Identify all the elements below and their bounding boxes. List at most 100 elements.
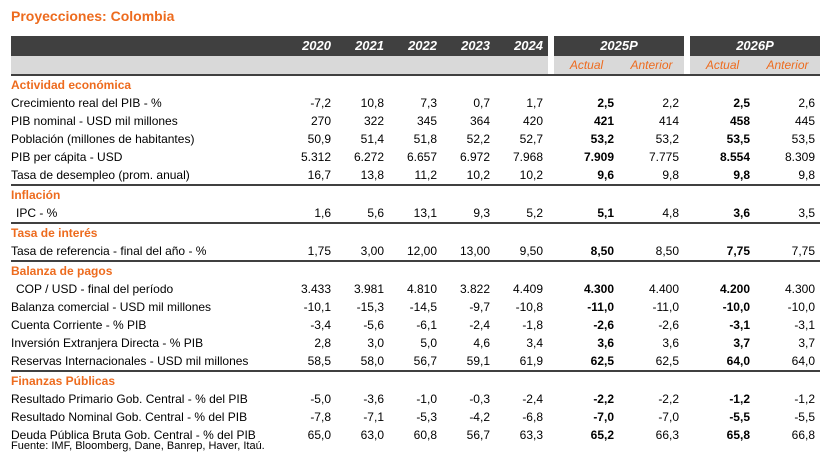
projection-actual-value: -5,5 [729,410,750,424]
projection-actual-value: 53,5 [726,132,750,146]
year-value: 56,7 [466,428,490,442]
row-label: Deuda Pública Bruta Gob. Central - % del… [11,428,256,442]
section-title: Balanza de pagos [11,260,283,280]
header-row: 2020 2021 2022 2023 2024 2025P 2026P [11,36,820,56]
year-header: 2024 [495,36,548,56]
row-label: PIB per cápita - USD [11,150,123,164]
projection-actual-value: 53,2 [590,132,614,146]
year-value: -7,2 [310,96,331,110]
projection-anterior-value: 8.309 [784,150,815,164]
year-value: -5,3 [416,410,437,424]
year-value: 5.312 [300,150,331,164]
projection-anterior-value: 7.775 [648,150,679,164]
projection-anterior-value: -7,0 [658,410,679,424]
projection-actual-value: -1,2 [729,392,750,406]
section-header-row: Finanzas Públicas [11,370,820,390]
year-value: 9,50 [519,244,543,258]
projection-actual-value: -3,1 [729,318,750,332]
year-value: -1,8 [522,318,543,332]
projection-actual-value: -10,0 [722,300,750,314]
row-label: Inversión Extranjera Directa - % PIB [11,336,204,350]
projection-anterior-value: 2,6 [798,96,815,110]
year-value: 9,3 [473,206,490,220]
year-value: -14,5 [409,300,437,314]
projection-anterior-value: 7,75 [791,244,815,258]
row-label: Balanza comercial - USD mil millones [11,300,212,314]
year-value: -4,2 [469,410,490,424]
subheader-anterior: Anterior [619,56,684,75]
year-value: 51,4 [360,132,384,146]
year-value: 7.968 [512,150,543,164]
year-value: -15,3 [356,300,384,314]
table-row: Cuenta Corriente - % PIB -3,4 -5,6 -6,1 -2,4… [11,316,820,334]
year-value: 3.822 [459,282,490,296]
table-row: Resultado Nominal Gob. Central - % del P… [11,408,820,426]
projection-anterior-value: 53,5 [791,132,815,146]
projection-actual-value: 65,2 [590,428,614,442]
projection-header-2025: 2025P [554,36,684,56]
year-header: 2022 [389,36,442,56]
year-value: 59,1 [466,354,490,368]
projection-anterior-value: 66,3 [655,428,679,442]
projection-anterior-value: -11,0 [652,300,679,314]
row-label: IPC - % [16,206,58,220]
projection-anterior-value: 9,8 [662,168,679,182]
year-value: 3.981 [353,282,384,296]
table-row: Balanza comercial - USD mil millones -10,… [11,298,820,316]
year-value: -6,1 [416,318,437,332]
page-title: Proyecciones: Colombia [11,8,175,24]
projection-actual-value: 8.554 [719,150,750,164]
year-value: 10,8 [360,96,384,110]
projection-actual-value: -7,0 [593,410,614,424]
year-value: 6.972 [459,150,490,164]
projection-anterior-value: 445 [794,114,815,128]
projection-anterior-value: 4.300 [784,282,815,296]
table-row: COP / USD - final del período 3.433 3.981 4… [11,280,820,298]
year-value: -0,3 [469,392,490,406]
year-value: 12,00 [406,244,437,258]
column-gap [684,36,690,56]
year-value: 364 [469,114,490,128]
projection-actual-value: 3,7 [733,336,750,350]
projection-anterior-value: -3,1 [794,318,815,332]
year-value: -7,1 [363,410,384,424]
source-note: Fuente: IMF, Bloomberg, Dane, Banrep, Ha… [11,440,265,452]
year-value: 6.657 [406,150,437,164]
year-value: 3,00 [360,244,384,258]
row-label: Tasa de referencia - final del año - % [11,244,207,258]
section-title: Finanzas Públicas [11,370,283,390]
year-value: 65,0 [307,428,331,442]
projection-actual-value: 7.909 [583,150,614,164]
year-value: -3,6 [363,392,384,406]
year-value: -6,8 [522,410,543,424]
year-value: 5,6 [367,206,384,220]
year-value: 6.272 [353,150,384,164]
year-value: 4,6 [473,336,490,350]
projection-actual-value: -2,2 [593,392,614,406]
year-value: 13,00 [459,244,490,258]
table-row: PIB nominal - USD mil millones 270 322 345 3… [11,112,820,130]
projection-anterior-value: -1,2 [794,392,815,406]
year-value: 7,3 [420,96,437,110]
section-title: Inflación [11,184,283,204]
projection-anterior-value: -2,2 [658,392,679,406]
column-gap [548,36,554,56]
projection-actual-value: 3,6 [597,336,614,350]
row-label: Población (millones de habitantes) [11,132,195,146]
projection-anterior-value: -10,0 [787,300,815,314]
year-value: 16,7 [307,168,331,182]
projection-actual-value: 458 [729,114,750,128]
year-value: 3.433 [300,282,331,296]
projection-anterior-value: -2,6 [658,318,679,332]
year-value: 4.409 [512,282,543,296]
projections-table: 2020 2021 2022 2023 2024 2025P 2026P Act… [11,36,820,444]
table-row: Deuda Pública Bruta Gob. Central - % del… [11,426,820,444]
year-value: -5,6 [363,318,384,332]
projection-actual-value: 4.200 [719,282,750,296]
table-row: Inversión Extranjera Directa - % PIB 2,8 3… [11,334,820,352]
year-value: 4.810 [406,282,437,296]
year-value: 322 [363,114,384,128]
table-body: Actividad económica Crecimiento real del … [11,74,820,444]
subheader-actual: Actual [690,56,755,75]
